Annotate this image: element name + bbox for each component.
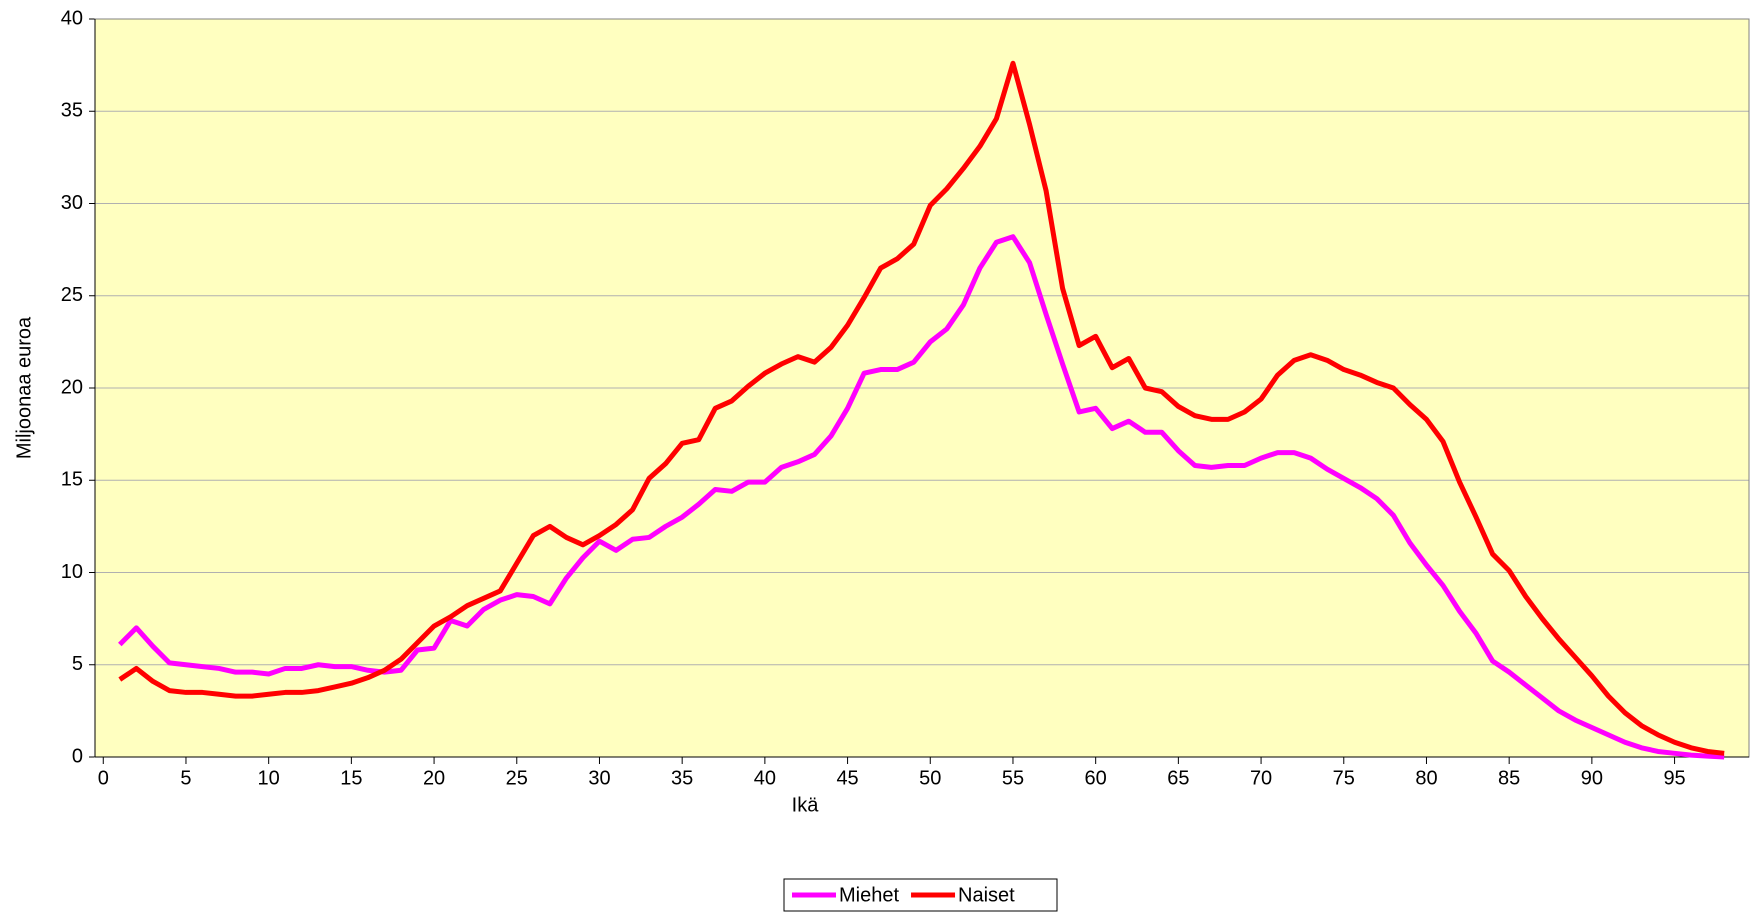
y-tick-label: 10 [61,561,83,583]
y-axis-label: Miljoonaa euroa [13,316,35,459]
x-tick-label: 70 [1250,767,1272,789]
x-tick-label: 90 [1581,767,1603,789]
x-tick-label: 95 [1663,767,1685,789]
x-tick-label: 30 [588,767,610,789]
y-tick-label: 5 [72,653,83,675]
legend: Miehet Naiset [783,878,1058,912]
x-tick-label: 80 [1415,767,1437,789]
x-tick-label: 55 [1002,767,1024,789]
x-tick-label: 60 [1085,767,1107,789]
x-tick-label: 65 [1167,767,1189,789]
legend-label: Miehet [839,884,899,906]
x-tick-label: 50 [919,767,941,789]
x-tick-label: 85 [1498,767,1520,789]
line-series [118,234,1725,760]
x-tick-label: 15 [340,767,362,789]
legend-label: Naiset [958,884,1015,906]
line-series [118,60,1725,756]
x-tick-label: 0 [98,767,109,789]
y-tick-label: 30 [61,192,83,214]
x-tick-label: 5 [180,767,191,789]
x-tick-label: 20 [423,767,445,789]
y-tick-label: 35 [61,100,83,122]
x-axis-label: Ikä [792,794,820,816]
x-tick-label: 45 [836,767,858,789]
x-tick-label: 10 [258,767,280,789]
y-tick-label: 40 [61,7,83,29]
x-tick-label: 35 [671,767,693,789]
x-tick-label: 75 [1333,767,1355,789]
x-tick-label: 40 [754,767,776,789]
y-tick-label: 15 [61,469,83,491]
y-tick-label: 0 [72,745,83,767]
y-tick-label: 20 [61,376,83,398]
x-tick-label: 25 [506,767,528,789]
y-tick-label: 25 [61,284,83,306]
